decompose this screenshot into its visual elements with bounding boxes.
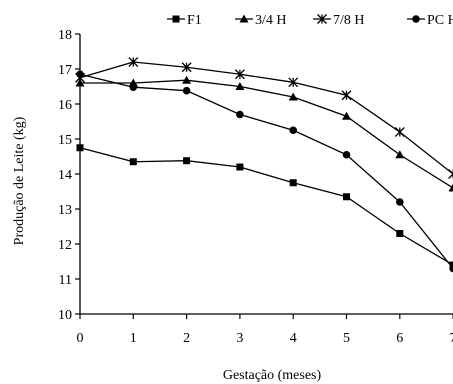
y-tick-label: 17 xyxy=(58,63,72,78)
data-point xyxy=(236,163,244,171)
x-tick-label: 2 xyxy=(183,331,190,346)
legend-label: 3/4 H xyxy=(255,13,287,28)
data-point xyxy=(75,78,85,87)
data-point xyxy=(448,169,453,179)
x-tick-label: 3 xyxy=(236,331,243,346)
x-tick-label: 5 xyxy=(343,331,350,346)
legend-item: PC H xyxy=(407,13,453,28)
x-tick-label: 0 xyxy=(77,331,84,346)
data-point xyxy=(129,83,138,91)
y-tick-label: 10 xyxy=(58,308,72,323)
x-tick-label: 1 xyxy=(130,331,137,346)
data-point xyxy=(449,264,453,273)
data-point xyxy=(341,90,352,101)
data-point xyxy=(289,126,298,135)
y-axis-label: Produção de Leite (kg) xyxy=(12,116,27,245)
data-point xyxy=(129,158,137,166)
data-point xyxy=(288,77,299,88)
y-tick-label: 13 xyxy=(58,203,72,218)
legend-label: F1 xyxy=(187,13,202,28)
data-point xyxy=(448,183,453,192)
series-f1 xyxy=(76,144,453,269)
y-tick-label: 16 xyxy=(58,98,72,113)
data-point xyxy=(236,110,244,119)
y-tick-label: 15 xyxy=(58,133,72,148)
legend-marker xyxy=(172,15,180,23)
legend-marker xyxy=(317,14,327,24)
data-point xyxy=(234,69,245,80)
x-tick-label: 6 xyxy=(396,331,403,346)
series-7-8-h xyxy=(75,57,453,179)
legend-label: 7/8 H xyxy=(333,13,365,28)
series-line xyxy=(79,147,453,266)
series-3-4-h xyxy=(75,75,453,192)
data-point xyxy=(343,193,350,201)
data-point xyxy=(76,144,84,152)
axes xyxy=(79,34,453,315)
series-pc-h xyxy=(76,70,453,273)
series-line xyxy=(80,79,453,189)
data-point xyxy=(181,62,192,73)
data-point xyxy=(288,92,298,101)
x-tick-label: 4 xyxy=(290,331,297,346)
legend-label: PC H xyxy=(427,13,453,28)
data-point xyxy=(128,57,139,67)
legend-item: 7/8 H xyxy=(313,13,365,28)
y-tick-label: 18 xyxy=(58,28,72,43)
data-point xyxy=(396,230,404,237)
data-point xyxy=(289,179,297,187)
legend-item: 3/4 H xyxy=(235,13,287,28)
y-tick-label: 14 xyxy=(58,168,72,183)
data-point xyxy=(342,111,351,120)
y-tick-label: 12 xyxy=(58,238,72,253)
legend-item: F1 xyxy=(167,13,202,28)
data-point xyxy=(449,261,453,269)
data-point xyxy=(182,75,192,84)
x-axis-label: Gestação (meses) xyxy=(223,368,322,383)
series-group xyxy=(75,57,453,273)
y-tick-label: 11 xyxy=(59,273,72,288)
ticks: 10111213141516171801234567 xyxy=(58,28,453,346)
x-tick-label: 7 xyxy=(450,331,453,346)
data-point xyxy=(395,150,405,159)
series-line xyxy=(79,73,453,269)
data-point xyxy=(182,86,191,95)
legend-marker xyxy=(239,14,249,23)
data-point xyxy=(396,198,404,206)
legend-marker xyxy=(412,15,420,23)
series-line xyxy=(79,61,453,175)
data-point xyxy=(183,157,191,165)
data-point xyxy=(76,70,84,79)
data-point xyxy=(342,150,351,159)
data-point xyxy=(235,82,245,90)
legend: F1 3/4 H 7/8 H PC H xyxy=(167,13,453,28)
data-point xyxy=(394,127,405,137)
